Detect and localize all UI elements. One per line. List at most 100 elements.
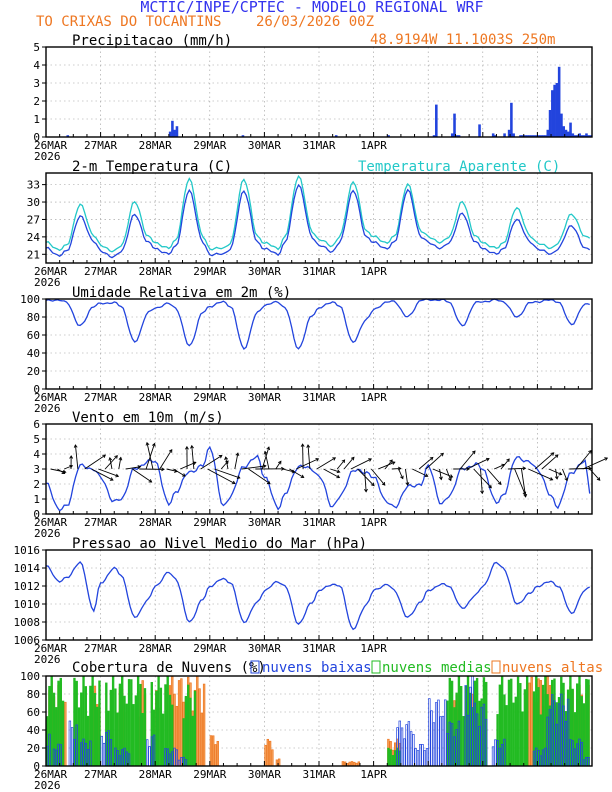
wind-arrow (384, 459, 393, 470)
wind-arrow (521, 468, 527, 497)
wind-arrow-head (300, 474, 305, 479)
wind-arrow (207, 468, 236, 484)
rh-xtick-label: 29MAR (193, 391, 226, 404)
wind-arrow (541, 454, 559, 470)
clouds-year-label: 2026 (34, 779, 61, 792)
wind-axes: 0 1 2 3 4 5 6 26MAR 27MAR 28MAR 29MAR 30MAR 31MAR 1AP… (33, 418, 593, 540)
precip-xtick-label: 28MAR (139, 139, 172, 152)
temp-grid (46, 173, 592, 263)
temp-xtick-label: 29MAR (193, 265, 226, 278)
wind-arrow-head (381, 482, 386, 486)
panel-precip: Precipitacao (mm/h) 0 1 2 3 4 5 26MAR 27MAR 28MA… (33, 33, 593, 163)
wind-arrow-head (61, 470, 66, 474)
wind-arrow-head (109, 477, 114, 481)
cloud-bar-nuvens-medias (98, 680, 101, 767)
wind-arrow-head (389, 459, 393, 464)
wind-arrow-head (523, 493, 528, 498)
wind-arrow (323, 468, 340, 479)
cloud-bar-nuvens-baixas (430, 710, 433, 767)
pres-ytick-label: 1006 (14, 634, 41, 647)
clouds-xtick-label: 26MAR (34, 768, 67, 781)
wind-arrow (214, 468, 240, 479)
cloud-bar-nuvens-medias (516, 676, 520, 767)
precip-bar (571, 133, 575, 137)
pres-title: Pressao ao Nivel Medio do Mar (hPa) (72, 536, 367, 552)
temp-xtick-label: 31MAR (302, 265, 335, 278)
cloud-bar-nuvens-medias (587, 679, 590, 767)
wind-arrow-head (69, 455, 74, 459)
precip-bar (523, 135, 527, 137)
wind-ytick-label: 6 (33, 418, 40, 431)
precip-bar (535, 135, 538, 137)
wind-arrow-head (114, 455, 118, 459)
wind-arrow-head (281, 466, 285, 471)
wind-arrow-head (364, 488, 368, 493)
wind-line (45, 441, 609, 512)
temp-lines (45, 174, 591, 259)
header-location: TO CRIXAS DO TOCANTINS (36, 14, 221, 30)
wind-ytick-label: 5 (33, 433, 40, 446)
rh-line (45, 298, 590, 350)
cloud-bar-nuvens-altas (214, 744, 217, 767)
wind-arrow (425, 452, 444, 470)
cloud-bar-nuvens-medias (514, 696, 517, 767)
cloud-bar-nuvens-baixas (441, 715, 445, 767)
wind-arrow (330, 468, 340, 473)
clouds-ytick-label: 60 (27, 706, 40, 719)
cloud-bar-nuvens-baixas (148, 746, 151, 767)
wind-arrow (261, 446, 270, 470)
cloud-bar-nuvens-altas (271, 749, 274, 767)
wind-ytick-label: 3 (33, 463, 40, 476)
precip-bar (526, 135, 529, 137)
wind-arrow (370, 468, 386, 486)
wind-arrow (439, 468, 442, 480)
cloud-bar-nuvens-medias (189, 697, 192, 767)
wind-arrow (166, 468, 178, 472)
clouds-xtick-label: 28MAR (139, 768, 172, 781)
cloud-bar-nuvens-medias (95, 706, 99, 767)
cloud-bar-nuvens-baixas (428, 698, 431, 767)
precip-year-label: 2026 (34, 150, 61, 163)
wind-arrow (589, 468, 601, 481)
wind-arrow-head (224, 456, 229, 461)
wind-ytick-label: 1 (33, 493, 40, 506)
wind-arrow-head (449, 474, 454, 478)
wind-arrow-head (182, 473, 186, 477)
wind-arrow (296, 458, 319, 470)
wind-arrow (466, 458, 490, 470)
precip-ytick-label: 5 (33, 41, 40, 54)
wind-arrow-head (115, 473, 120, 478)
wind-arrow (569, 467, 592, 470)
precip-bar (578, 133, 581, 137)
legend-high-swatch (491, 660, 501, 674)
wind-arrow-head (263, 450, 268, 455)
temp-legend: Temperatura Aparente (C) (358, 159, 560, 175)
wind-arrow (289, 468, 304, 478)
wind-arrow (200, 455, 223, 470)
cloud-bar-nuvens-medias (130, 679, 133, 767)
precip-bar (478, 124, 481, 137)
precip-ytick-label: 4 (33, 59, 40, 72)
cloud-bar-nuvens-medias (460, 686, 463, 767)
wind-arrow (350, 458, 372, 470)
temp-xtick-label: 1APR (360, 265, 387, 278)
wind-arrow (548, 468, 562, 475)
precip-bar (541, 135, 545, 137)
cloud-bar-nuvens-medias (523, 689, 527, 767)
panel-temp: 2-m Temperatura (C) Temperatura Aparente… (27, 159, 593, 289)
precip-bar (455, 135, 459, 137)
temp-ytick-label: 24 (27, 231, 41, 244)
precip-bar (512, 133, 515, 137)
wind-arrow-head (300, 443, 305, 447)
wind-arrow (582, 457, 608, 470)
wind-arrow (500, 458, 510, 470)
cloud-bar-nuvens-baixas (421, 744, 424, 767)
cloud-bar-nuvens-baixas (423, 750, 426, 767)
header-coords: 48.9194W 11.1003S 250m (370, 32, 555, 48)
cloud-bar-nuvens-medias (462, 716, 465, 767)
wind-arrow (487, 468, 502, 485)
cloud-bar-nuvens-medias (134, 695, 138, 767)
wind-arrow-head (266, 446, 271, 451)
wind-arrow-head (236, 475, 241, 479)
temp-ytick-label: 33 (27, 179, 40, 192)
